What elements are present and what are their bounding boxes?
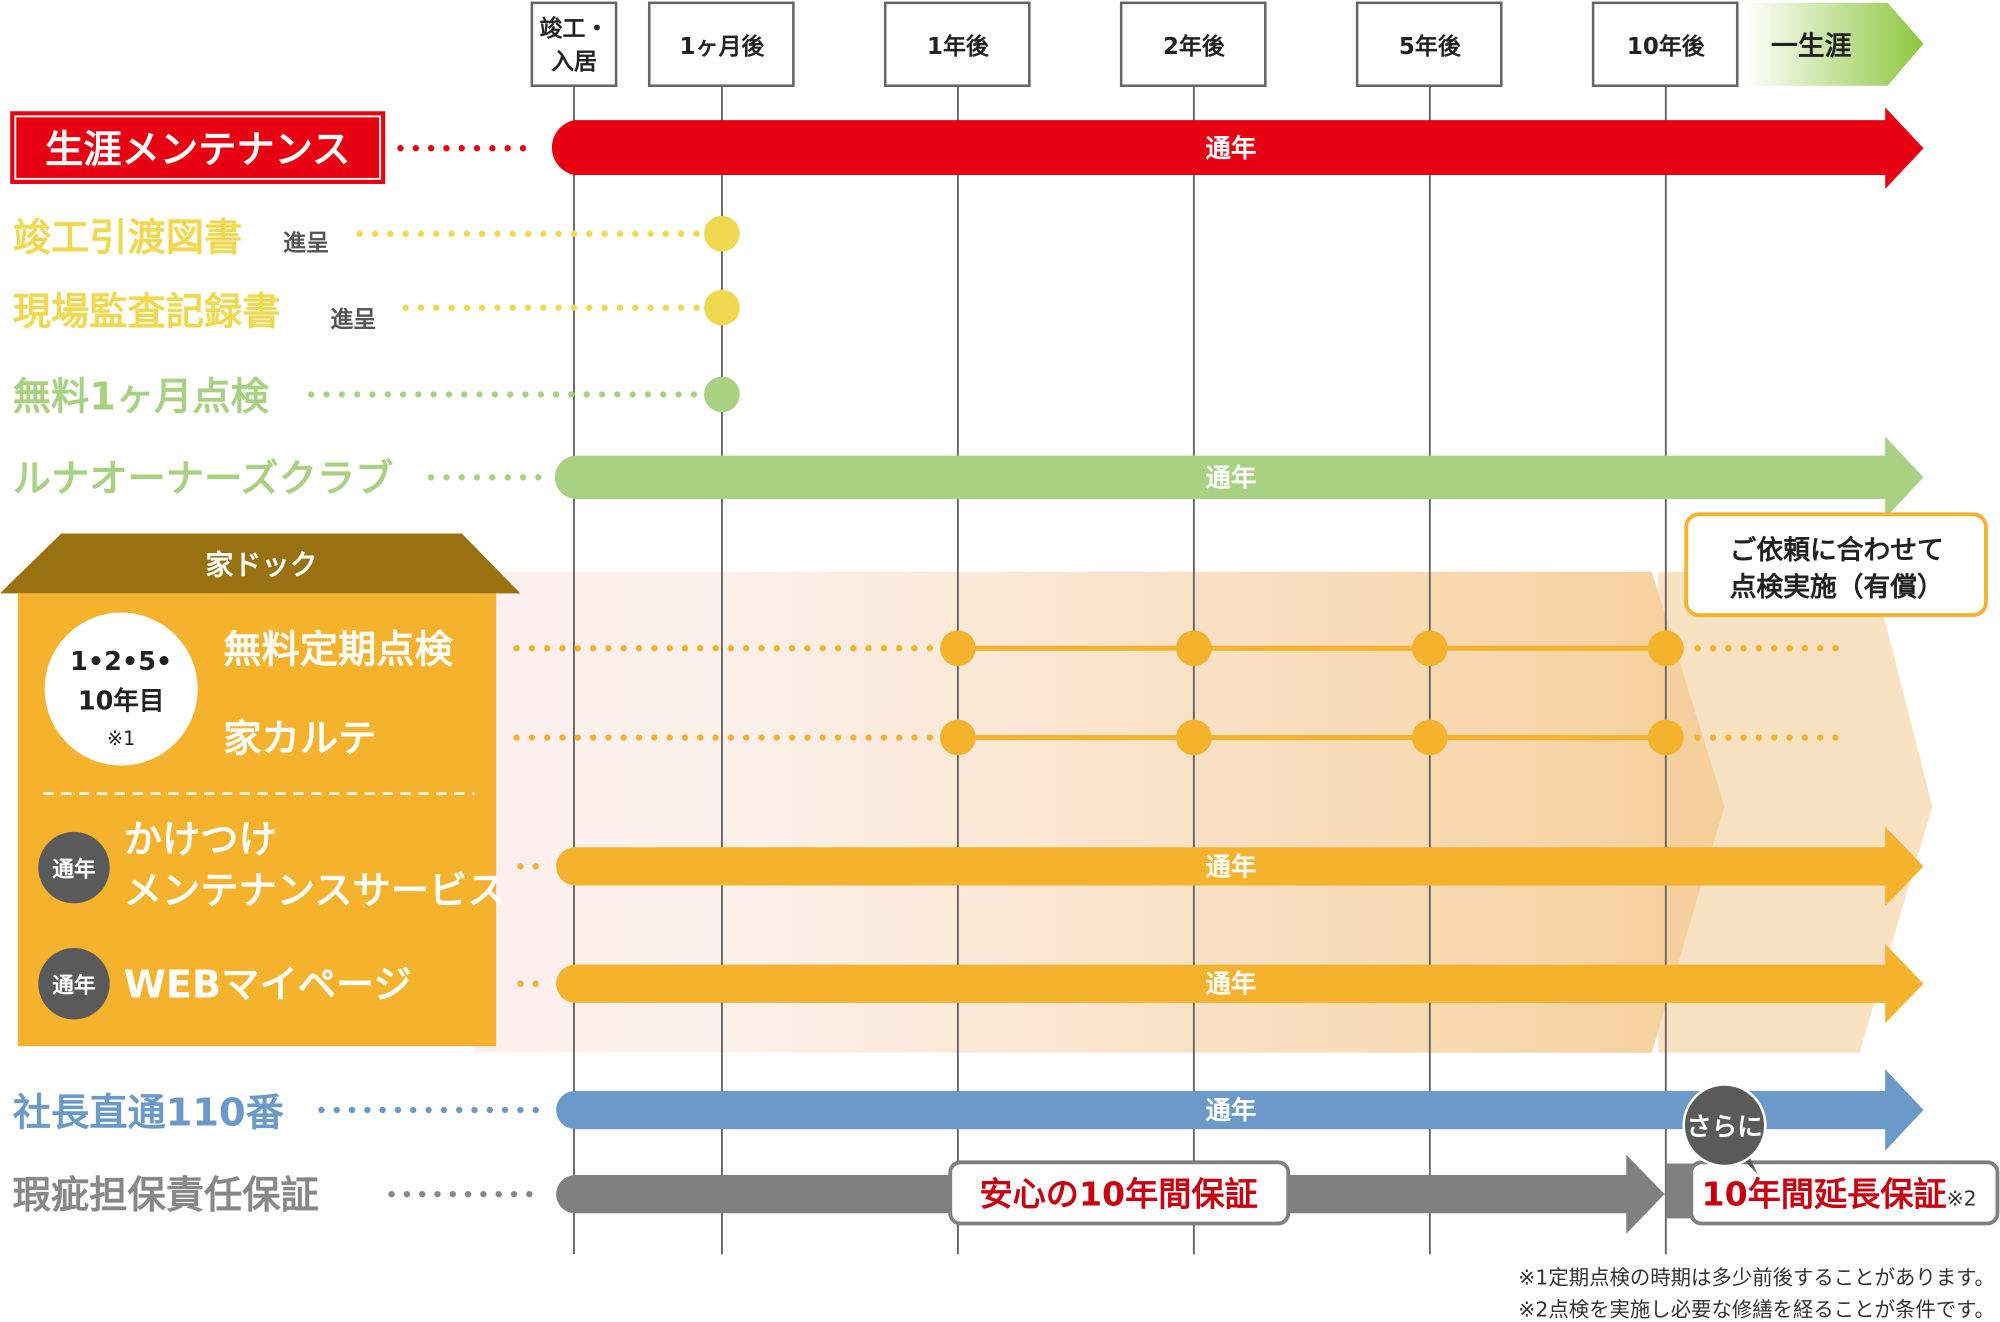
president-hotline-bar [556, 1069, 1924, 1151]
year-round-badge-text: 通年 [52, 857, 96, 883]
further-badge-text: さらに [1686, 1112, 1763, 1142]
year-round-badge [38, 831, 110, 904]
milestone-dot [704, 376, 740, 413]
free-inspection-label: 無料定期点検 [223, 627, 453, 672]
header-1year: 1年後 [927, 33, 990, 60]
bar-label: 通年 [1205, 1096, 1256, 1126]
free-1month-label: 無料1ヶ月点検 [13, 375, 270, 420]
header-completion-2: 入居 [551, 49, 597, 75]
header-box-1month [647, 1, 795, 88]
completion-docs-label: 竣工引渡図書 [13, 215, 243, 260]
defect-warranty-label: 瑕疵担保責任保証 [13, 1173, 319, 1218]
ten-year-warranty-label: 安心の10年間保証 [980, 1175, 1258, 1214]
karte-track [513, 719, 1847, 756]
inspection-years-badge [44, 612, 198, 766]
year-round-badge [38, 947, 110, 1020]
header-box-completion [530, 1, 618, 88]
inspection-records-label: 現場監査記録書 [13, 289, 281, 334]
owners-club-bar [554, 436, 1924, 519]
ie-dock-title: 家ドック [205, 548, 317, 581]
ten-year-warranty-box [948, 1160, 1291, 1226]
header-2year: 2年後 [1163, 33, 1226, 60]
gift-label: 進呈 [283, 230, 329, 256]
owners-club-label: ルナオーナーズクラブ [13, 456, 394, 501]
rush-service-line-1: かけつけ [124, 817, 277, 862]
header-box-2year [1119, 1, 1267, 88]
bar-label: 通年 [1205, 852, 1256, 882]
badge-line-3: ※1 [107, 727, 135, 750]
gift-label: 進呈 [330, 307, 376, 333]
year-round-badge-text: 通年 [52, 973, 96, 999]
lifetime-maintenance-bar [551, 107, 1924, 190]
header-box-1year [883, 1, 1031, 88]
header-box-10year [1591, 1, 1739, 88]
bar-label: 通年 [1205, 134, 1256, 164]
karte-label: 家カルテ [223, 717, 376, 762]
milestone-dot [704, 215, 740, 252]
president-hotline-label: 社長直通110番 [13, 1090, 285, 1135]
bar-label: 通年 [1205, 970, 1256, 1000]
web-mypage-bar [556, 944, 1924, 1024]
rush-service-bar [556, 826, 1924, 906]
paid-inspection-callout [1684, 512, 1988, 617]
header-5year: 5年後 [1399, 33, 1462, 60]
callout-line-2: 点検実施（有償） [1730, 571, 1944, 603]
header-lifetime: 一生涯 [1771, 31, 1852, 62]
extension-warranty-box [1689, 1160, 2000, 1226]
footnote-1: ※1定期点検の時期は多少前後することがあります。 [1518, 1266, 1995, 1290]
timeline-gridlines [573, 85, 1667, 1255]
further-badge [1682, 1083, 1767, 1168]
header-10year: 10年後 [1627, 33, 1706, 60]
footnote-2: ※2点検を実施し必要な修繕を経ることが条件です。 [1518, 1298, 1995, 1322]
header-1month: 1ヶ月後 [680, 33, 766, 60]
extension-warranty-text: 10年間延長保証 [1702, 1175, 1947, 1214]
ie-dock-band-extension [1658, 571, 1933, 1053]
lifetime-maintenance-label-box [10, 111, 386, 184]
ie-dock-band [474, 571, 1725, 1053]
free-inspection-track [513, 630, 1847, 667]
extension-note: ※2 [1947, 1187, 1977, 1211]
badge-line-1: 1•2•5• [70, 647, 172, 677]
milestone-dot [704, 289, 740, 326]
ie-dock-roof [0, 533, 521, 594]
label-box-inner-border [14, 115, 382, 180]
header-completion-1: 竣工・ [540, 15, 609, 42]
bar-label: 通年 [1205, 463, 1256, 493]
rush-service-line-2: メンテナンスサービス [124, 868, 506, 913]
web-mypage-label: WEBマイページ [124, 963, 412, 1008]
extension-warranty-label: 10年間延長保証※2 [1702, 1175, 1977, 1214]
timeline-header [530, 1, 1739, 88]
lifetime-header-arrow [1744, 2, 1924, 86]
callout-line-1: ご依頼に合わせて [1730, 534, 1944, 566]
badge-line-2: 10年目 [78, 686, 165, 716]
lifetime-maintenance-label: 生涯メンテナンス [45, 127, 350, 172]
